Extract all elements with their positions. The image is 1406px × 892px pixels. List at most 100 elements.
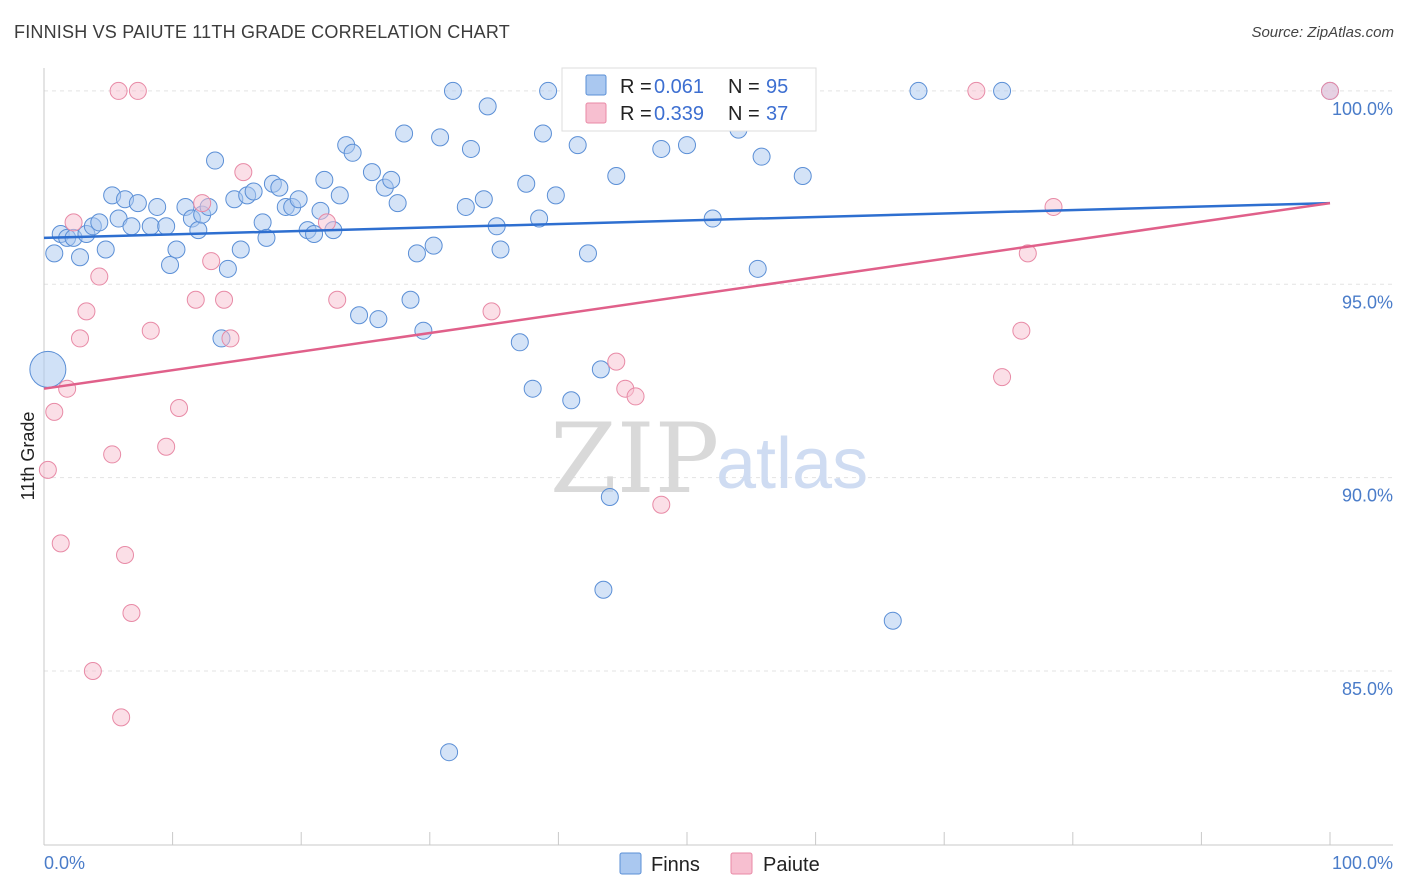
finns-point — [362, 163, 381, 182]
paiute-point — [1012, 321, 1031, 340]
finns-point — [883, 611, 902, 630]
paiute-point — [103, 445, 122, 464]
finns-point — [148, 197, 167, 216]
paiute-point — [652, 495, 671, 514]
finns-point — [568, 136, 587, 155]
watermark-atlas: atlas — [716, 424, 868, 504]
paiute-point — [328, 290, 347, 309]
stats-legend: R = 0.061 N = 95 R = 0.339 N = 37 — [561, 67, 817, 132]
finns-point — [793, 167, 812, 186]
finns-point-large — [29, 350, 67, 388]
paiute-point — [626, 387, 645, 406]
finns-point — [401, 290, 420, 309]
finns-point — [440, 743, 459, 762]
finns-point — [652, 139, 671, 158]
finns-r-label: R = — [620, 76, 652, 98]
watermark-zip: ZIP — [550, 403, 719, 515]
y-tick-labels: 85.0% 90.0% 95.0% 100.0% — [1332, 99, 1393, 699]
finns-point — [600, 487, 619, 506]
finns-point — [578, 244, 597, 263]
finns-point — [128, 194, 147, 213]
paiute-point — [482, 302, 501, 321]
finns-point — [407, 244, 426, 263]
paiute-point — [71, 329, 90, 348]
finns-point — [395, 124, 414, 143]
finns-point — [414, 321, 433, 340]
paiute-point — [170, 399, 189, 418]
finns-point — [591, 360, 610, 379]
finns-point — [157, 217, 176, 236]
finns-point — [289, 190, 308, 209]
paiute-point — [58, 379, 77, 398]
trend-lines — [43, 201, 1331, 390]
paiute-point — [607, 352, 626, 371]
finns-point — [330, 186, 349, 205]
finns-point — [510, 333, 529, 352]
paiute-point — [90, 267, 109, 286]
legend-finns-label: Finns — [651, 854, 700, 876]
finns-point — [350, 306, 369, 325]
finns-point — [539, 81, 558, 100]
finns-swatch — [585, 74, 607, 96]
finns-point — [45, 244, 64, 263]
finns-point — [96, 240, 115, 259]
y-axis-title: 11th Grade — [18, 412, 38, 501]
legend-finns-swatch — [619, 852, 642, 875]
finns-point — [491, 240, 510, 259]
finns-point — [71, 248, 90, 267]
paiute-point — [83, 661, 102, 680]
legend-paiute-swatch — [730, 852, 753, 875]
data-points — [29, 81, 1339, 762]
paiute-point — [45, 402, 64, 421]
paiute-r-label: R = — [620, 103, 652, 125]
paiute-point — [234, 163, 253, 182]
paiute-point — [967, 81, 986, 100]
paiute-n-value: 37 — [766, 103, 788, 125]
paiute-point — [221, 329, 240, 348]
series-legend: Finns Paiute — [619, 852, 820, 876]
finns-point — [993, 81, 1012, 100]
paiute-point — [157, 437, 176, 456]
y-tick-label: 85.0% — [1342, 679, 1393, 699]
paiute-point — [193, 194, 212, 213]
paiute-point — [128, 81, 147, 100]
finns-point — [189, 221, 208, 240]
finns-point — [167, 240, 186, 259]
finns-r-value: 0.061 — [654, 76, 704, 98]
finns-point — [253, 213, 272, 232]
finns-point — [244, 182, 263, 201]
finns-point — [562, 391, 581, 410]
paiute-point — [215, 290, 234, 309]
x-tick-label-max: 100.0% — [1332, 853, 1393, 873]
finns-point — [218, 259, 237, 278]
paiute-point — [116, 545, 135, 564]
finns-point — [530, 209, 549, 228]
finns-point — [141, 217, 160, 236]
paiute-point — [122, 603, 141, 622]
y-tick-label: 90.0% — [1342, 486, 1393, 506]
paiute-r-value: 0.339 — [654, 103, 704, 125]
finns-point — [456, 197, 475, 216]
paiute-trend-line — [43, 201, 1331, 390]
finns-point — [478, 97, 497, 116]
source-credit: Source: ZipAtlas.com — [1251, 24, 1394, 41]
x-tick-label-min: 0.0% — [44, 853, 85, 873]
watermark: ZIP atlas — [550, 403, 868, 515]
paiute-point — [77, 302, 96, 321]
finns-point — [533, 124, 552, 143]
finns-point — [474, 190, 493, 209]
finns-point — [122, 217, 141, 236]
paiute-n-label: N = — [728, 103, 760, 125]
finns-point — [206, 151, 225, 170]
finns-n-label: N = — [728, 76, 760, 98]
paiute-point — [51, 534, 70, 553]
finns-point — [424, 236, 443, 255]
finns-point — [546, 186, 565, 205]
finns-trend-line — [43, 201, 1331, 240]
chart-title: FINNISH VS PAIUTE 11TH GRADE CORRELATION… — [14, 22, 510, 42]
finns-point — [382, 170, 401, 189]
paiute-point — [109, 81, 128, 100]
finns-point — [90, 213, 109, 232]
axes — [43, 68, 1393, 846]
